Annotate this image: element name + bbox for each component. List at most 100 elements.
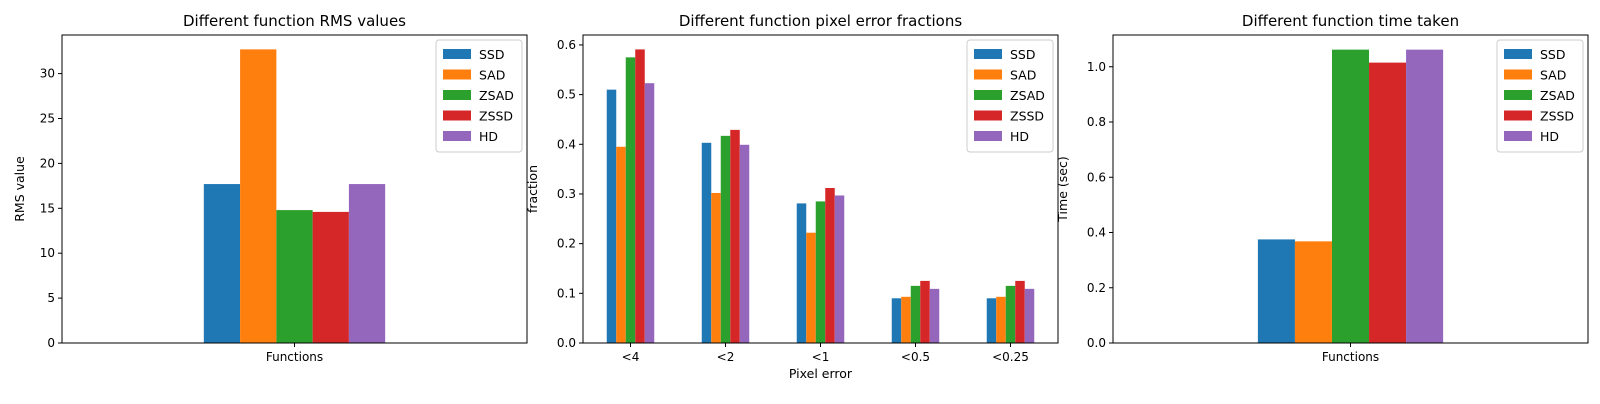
y-tick-label: 0.0 (557, 336, 576, 350)
legend-swatch-ssd (443, 49, 471, 59)
bar-zssd-1 (312, 211, 349, 343)
bar-zsad-5 (1005, 285, 1016, 343)
legend-swatch-zsad (443, 90, 471, 100)
bar-zsad-2 (720, 135, 731, 343)
bar-hd-1 (644, 83, 655, 343)
y-tick-label: 0.5 (557, 88, 576, 102)
legend-swatch-zssd (443, 110, 471, 121)
bar-ssd-1 (606, 89, 617, 344)
legend-label-hd: HD (479, 129, 498, 144)
legend-box (966, 39, 1054, 153)
legend-label-ssd: SSD (479, 47, 505, 62)
legend-swatch-ssd (974, 49, 1002, 59)
bar-zssd-4 (920, 280, 930, 343)
y-axis-label: fraction (525, 165, 540, 213)
y-tick-label: 0.4 (557, 137, 576, 151)
legend: SSD SAD ZSAD ZSSD HD (966, 39, 1054, 153)
chart-title: Different function RMS values (183, 12, 406, 30)
bar-sad-3 (806, 232, 816, 343)
legend-label-hd: HD (1540, 129, 1559, 144)
legend-box (435, 39, 523, 153)
x-tick-label: <2 (717, 350, 735, 364)
y-axis-label: RMS value (12, 156, 27, 222)
y-tick-label: 0.2 (557, 237, 576, 251)
y-tick-label: 0.4 (1087, 226, 1106, 240)
bar-sad-1 (240, 49, 277, 344)
legend-label-zssd: ZSSD (1010, 109, 1044, 124)
y-tick-label: 0.0 (1087, 336, 1106, 350)
bar-zssd-5 (1015, 280, 1025, 343)
y-tick-label: 0.2 (1087, 281, 1106, 295)
bar-ssd-5 (986, 298, 997, 343)
bar-sad-1 (1294, 241, 1332, 343)
legend-label-zsad: ZSAD (1010, 88, 1045, 103)
x-tick-label: <0.25 (992, 350, 1029, 364)
legend-label-sad: SAD (1010, 68, 1036, 83)
legend-swatch-hd (1504, 131, 1532, 141)
bar-sad-1 (616, 146, 626, 343)
bar-zsad-4 (910, 285, 921, 343)
x-axis-label: Pixel error (789, 366, 853, 381)
bar-zsad-3 (815, 201, 826, 343)
chart-title: Different function time taken (1242, 12, 1459, 30)
bar-zssd-1 (635, 49, 645, 343)
bar-zssd-2 (730, 129, 740, 343)
legend-label-zsad: ZSAD (479, 88, 514, 103)
legend-label-zsad: ZSAD (1540, 88, 1575, 103)
bar-ssd-4 (891, 298, 902, 343)
legend-swatch-hd (443, 131, 471, 141)
bar-hd-1 (1406, 49, 1444, 343)
legend-box (1496, 39, 1584, 153)
chart-1: 0 5 10 15 20 25 30 Functions Different function … (12, 12, 528, 364)
y-tick-label: 0.8 (1087, 115, 1106, 129)
bar-sad-5 (996, 296, 1006, 343)
bar-zsad-1 (276, 210, 313, 343)
y-tick-label: 20 (40, 156, 55, 170)
bar-hd-1 (348, 184, 386, 343)
bar-ssd-1 (1257, 239, 1295, 343)
bar-zssd-3 (825, 188, 835, 343)
y-tick-label: 0.1 (557, 286, 576, 300)
legend-swatch-sad (443, 69, 471, 80)
legend-swatch-sad (1504, 69, 1532, 80)
y-tick-label: 0.3 (557, 187, 576, 201)
legend-swatch-ssd (1504, 49, 1532, 59)
legend-swatch-zssd (974, 110, 1002, 121)
y-axis-label: Time (sec) (1055, 156, 1070, 222)
legend-swatch-hd (974, 131, 1002, 141)
bar-hd-5 (1024, 288, 1035, 343)
legend-label-sad: SAD (479, 68, 505, 83)
y-tick-label: 0 (47, 336, 55, 350)
chart-3: 0.0 0.2 0.4 0.6 0.8 1.0 Functions Different fun… (1055, 12, 1589, 364)
legend-label-ssd: SSD (1540, 47, 1566, 62)
bar-zssd-1 (1369, 62, 1407, 344)
legend-label-zssd: ZSSD (479, 109, 513, 124)
y-tick-label: 0.6 (557, 38, 576, 52)
x-tick-label: <0.5 (901, 350, 930, 364)
chart-2: 0.0 0.1 0.2 0.3 0.4 0.5 0.6 <4 <2 <1 <0.5 <0.25 Diff… (525, 12, 1059, 381)
bar-ssd-3 (796, 203, 807, 343)
bar-hd-3 (834, 195, 845, 343)
bar-hd-4 (929, 288, 940, 343)
legend: SSD SAD ZSAD ZSSD HD (1496, 39, 1584, 153)
x-tick-label: Functions (1322, 350, 1379, 364)
y-tick-label: 10 (40, 246, 55, 260)
x-tick-label: <1 (812, 350, 830, 364)
legend-label-ssd: SSD (1010, 47, 1036, 62)
legend: SSD SAD ZSAD ZSSD HD (435, 39, 523, 153)
legend-label-sad: SAD (1540, 68, 1566, 83)
bar-sad-2 (711, 192, 721, 343)
y-tick-label: 5 (47, 291, 55, 305)
y-tick-label: 25 (40, 112, 55, 126)
bar-hd-2 (739, 144, 750, 343)
legend-swatch-sad (974, 69, 1002, 80)
chart-title: Different function pixel error fractions (679, 12, 963, 30)
bar-zsad-1 (1331, 49, 1370, 343)
bar-zsad-1 (625, 57, 636, 343)
y-tick-label: 15 (40, 201, 55, 215)
y-tick-label: 1.0 (1087, 60, 1106, 74)
bar-ssd-1 (203, 184, 241, 343)
legend-label-hd: HD (1010, 129, 1029, 144)
